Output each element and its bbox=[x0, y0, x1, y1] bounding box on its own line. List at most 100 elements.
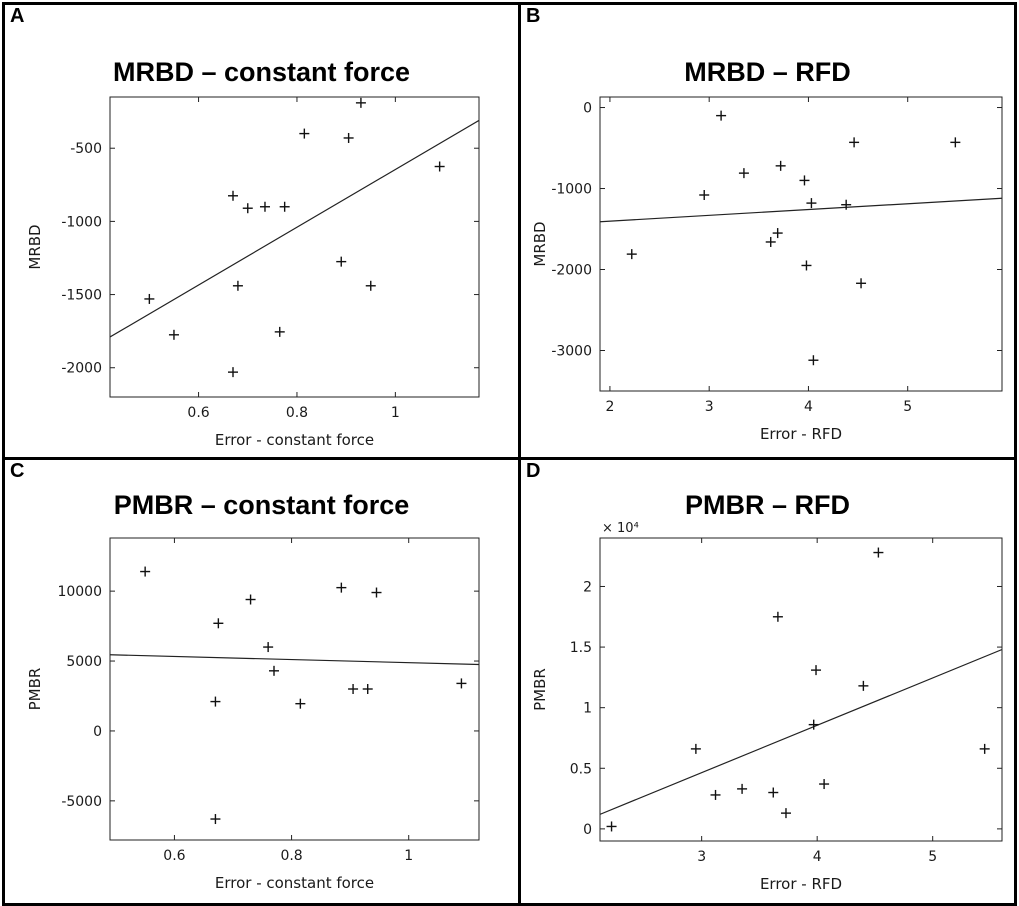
chart-title: MRBD – constant force bbox=[112, 57, 411, 87]
data-point bbox=[242, 203, 253, 214]
data-point bbox=[336, 582, 347, 593]
data-point bbox=[950, 137, 961, 148]
data-point bbox=[775, 160, 786, 171]
x-tick-label: 1 bbox=[404, 848, 413, 864]
chart-title: PMBR – RFD bbox=[684, 490, 850, 520]
data-point bbox=[841, 199, 852, 210]
data-point bbox=[710, 789, 721, 800]
panel-letter: A bbox=[10, 5, 25, 27]
y-axis-label: MRBD bbox=[26, 224, 44, 269]
x-tick-label: 4 bbox=[813, 849, 822, 865]
data-point bbox=[799, 175, 810, 186]
data-point bbox=[626, 249, 637, 260]
data-point bbox=[699, 190, 710, 200]
data-point bbox=[690, 743, 701, 754]
data-point bbox=[269, 665, 279, 676]
chart-title: MRBD – RFD bbox=[684, 57, 851, 87]
y-tick-label: 2 bbox=[583, 579, 592, 595]
x-tick-label: 5 bbox=[903, 399, 912, 415]
data-point bbox=[210, 696, 221, 707]
data-point bbox=[343, 132, 354, 143]
x-tick-label: 0.8 bbox=[280, 848, 302, 864]
y-tick-label: -3000 bbox=[551, 344, 592, 360]
data-point bbox=[456, 678, 467, 689]
x-tick-label: 0.6 bbox=[163, 848, 185, 864]
data-point bbox=[348, 684, 359, 694]
data-point bbox=[811, 665, 822, 676]
data-point bbox=[274, 326, 285, 337]
data-point bbox=[772, 228, 783, 239]
scatter-plot: 2 3 4 5 -3000 -2000 -1000 0 Error - RFD MRBD bbox=[531, 96, 1003, 443]
data-point bbox=[806, 198, 817, 209]
data-point bbox=[780, 808, 791, 819]
data-point bbox=[979, 743, 990, 754]
y-tick-label: 0 bbox=[583, 101, 592, 117]
data-point bbox=[808, 719, 819, 730]
data-point bbox=[772, 611, 783, 622]
x-tick-label: 0.6 bbox=[187, 405, 209, 421]
y-tick-label: 0 bbox=[583, 822, 592, 838]
x-tick-label: 0.8 bbox=[286, 405, 308, 421]
scatter-plot: 0.6 0.8 1 -5000 0 5000 10000 Error - constant f… bbox=[26, 537, 480, 892]
y-tick-label: 0.5 bbox=[570, 761, 592, 777]
x-axis-label: Error - RFD bbox=[760, 425, 842, 443]
data-point bbox=[808, 355, 819, 366]
data-point bbox=[765, 236, 776, 247]
data-point bbox=[232, 280, 243, 291]
axes-box bbox=[109, 537, 480, 841]
panel-letter: C bbox=[10, 460, 25, 482]
y-axis-label: MRBD bbox=[531, 221, 549, 266]
y-tick-label: -5000 bbox=[61, 794, 102, 810]
y-axis-label: PMBR bbox=[26, 668, 44, 711]
y-tick-label: -2000 bbox=[61, 361, 102, 377]
data-point bbox=[768, 787, 779, 798]
y-exponent-label: × 10⁴ bbox=[602, 521, 639, 536]
y-tick-label: 1.5 bbox=[570, 640, 592, 656]
x-tick-label: 2 bbox=[605, 399, 614, 415]
y-tick-label: 10000 bbox=[57, 584, 102, 600]
axes-box bbox=[599, 537, 1003, 842]
data-point bbox=[849, 137, 860, 148]
regression-line bbox=[600, 197, 1002, 223]
data-point bbox=[213, 618, 224, 629]
data-point bbox=[245, 594, 256, 605]
data-point bbox=[716, 110, 727, 121]
data-point bbox=[279, 201, 290, 212]
axes-box bbox=[599, 96, 1003, 392]
panel-letter: B bbox=[526, 5, 541, 27]
x-axis-label: Error - constant force bbox=[215, 874, 374, 892]
x-tick-label: 1 bbox=[391, 405, 400, 421]
y-tick-label: -1500 bbox=[61, 288, 102, 304]
panel-b: B MRBD – RFD 2 3 4 5 -3000 -2000 -1000 0 Error -… bbox=[518, 2, 1017, 460]
y-tick-label: -2000 bbox=[551, 263, 592, 279]
regression-line bbox=[600, 648, 1002, 815]
panel-c: C PMBR – constant force 0.6 0.8 1 -5000 0 500… bbox=[2, 457, 521, 906]
panel-a: A MRBD – constant force 0.6 0.8 1 -2000 -150… bbox=[2, 2, 521, 460]
data-point bbox=[228, 367, 238, 378]
y-tick-label: -1000 bbox=[61, 214, 102, 230]
data-point bbox=[362, 684, 373, 694]
y-tick-label: -1000 bbox=[551, 182, 592, 198]
y-tick-label: 0 bbox=[93, 724, 102, 740]
data-point bbox=[856, 278, 867, 289]
regression-line bbox=[110, 654, 479, 666]
data-point bbox=[144, 293, 155, 304]
data-point bbox=[434, 161, 445, 172]
x-axis-label: Error - constant force bbox=[215, 431, 374, 449]
data-point bbox=[295, 698, 306, 709]
x-tick-label: 5 bbox=[928, 849, 937, 865]
y-tick-label: 5000 bbox=[66, 654, 102, 670]
data-point bbox=[801, 260, 812, 271]
y-tick-label: -500 bbox=[70, 141, 102, 157]
data-point bbox=[606, 821, 617, 832]
data-point bbox=[737, 783, 748, 794]
data-point bbox=[858, 680, 869, 691]
x-tick-label: 3 bbox=[697, 849, 706, 865]
data-point bbox=[738, 168, 749, 179]
data-point bbox=[228, 190, 238, 201]
panel-d: D PMBR – RFD 3 4 5 0 0.5 1 1.5 2 × 10⁴ Error - RF… bbox=[518, 457, 1017, 906]
chart-title: PMBR – constant force bbox=[113, 490, 410, 520]
y-axis-label: PMBR bbox=[531, 668, 549, 711]
data-point bbox=[299, 128, 310, 139]
